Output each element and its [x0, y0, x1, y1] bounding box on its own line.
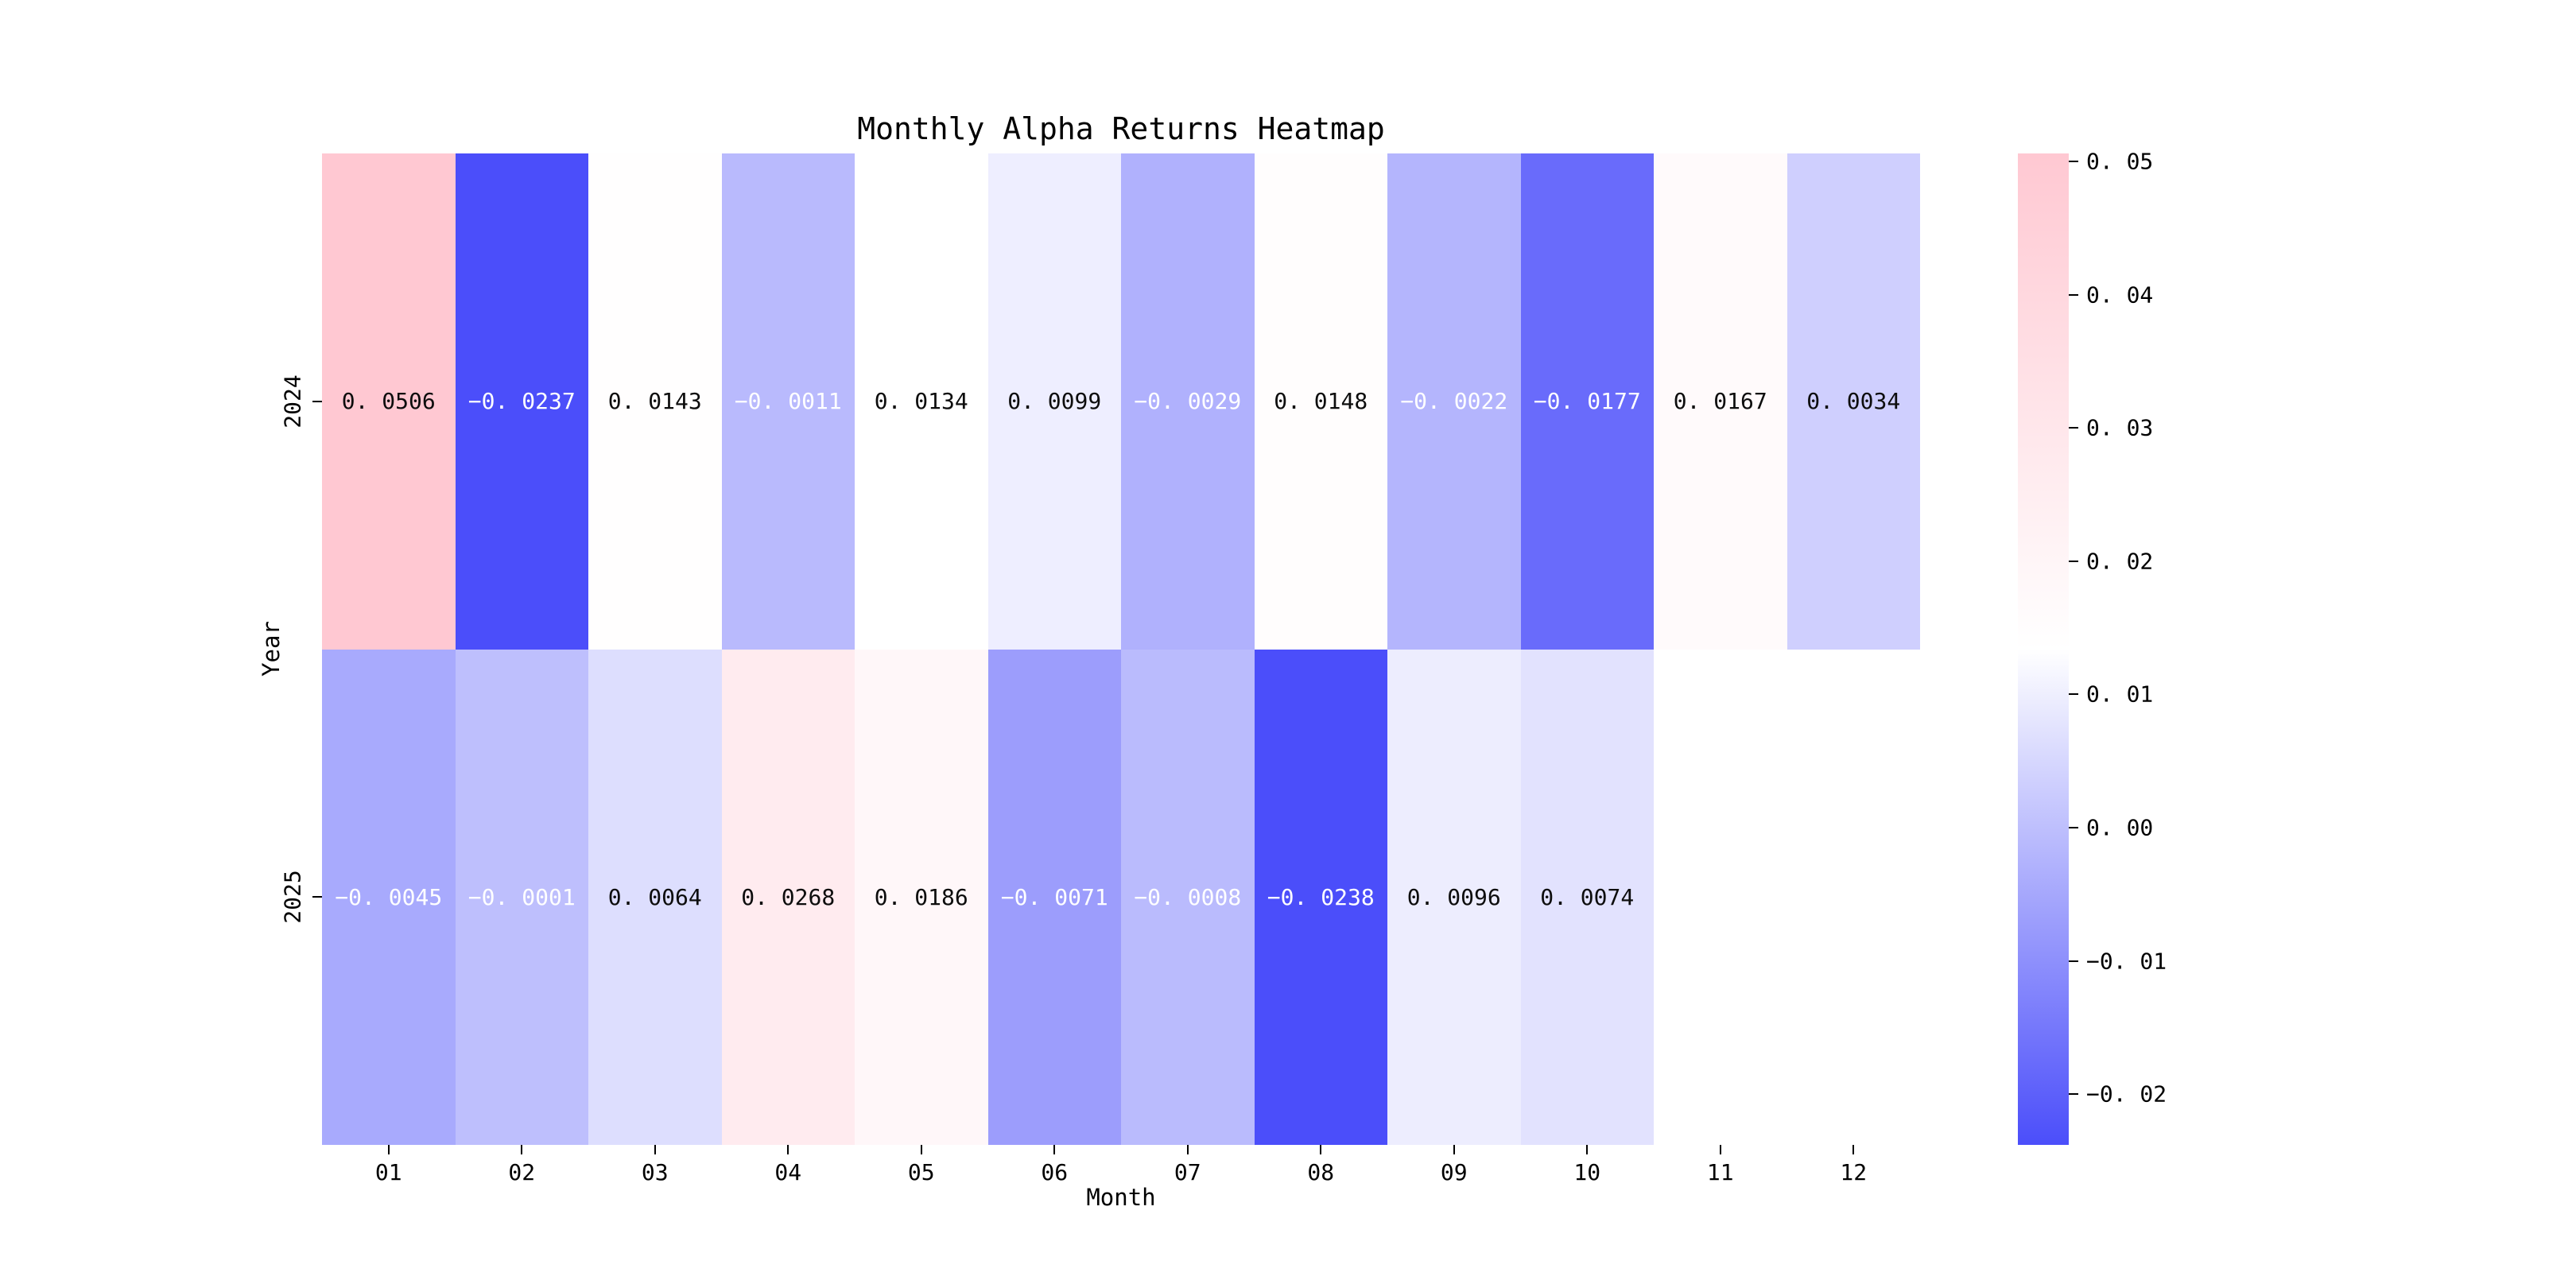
x-tick-mark [1586, 1145, 1589, 1154]
heatmap-cell: −0. 0008 [1121, 649, 1255, 1145]
x-tick-label: 09 [1440, 1159, 1468, 1185]
heatmap-cell: 0. 0167 [1654, 153, 1787, 650]
heatmap-cell: 0. 0096 [1387, 649, 1521, 1145]
y-tick-label: 2025 [279, 870, 306, 924]
heatmap-cell: −0. 0071 [987, 649, 1121, 1145]
heatmap-plot-area: 0. 0506 −0. 0237 0. 0143 −0. 0011 0. 0134 0. … [322, 153, 1920, 1145]
x-tick-label: 03 [641, 1159, 669, 1185]
colorbar-tick-mark [2069, 693, 2078, 696]
heatmap-cell: 0. 0148 [1254, 153, 1387, 650]
colorbar-tick-mark [2069, 161, 2078, 163]
colorbar-tick-label: 0. 03 [2086, 414, 2154, 441]
colorbar-tick-label: 0. 01 [2086, 681, 2154, 708]
x-tick-label: 01 [374, 1159, 402, 1185]
heatmap-cell: −0. 0177 [1520, 153, 1654, 650]
x-tick-label: 02 [508, 1159, 536, 1185]
y-tick-mark [312, 400, 322, 402]
colorbar-tick-label: −0. 02 [2086, 1080, 2167, 1108]
y-tick-mark [312, 896, 322, 898]
x-tick-mark [654, 1145, 656, 1154]
heatmap-cell: −0. 0029 [1121, 153, 1255, 650]
x-tick-mark [1053, 1145, 1056, 1154]
colorbar-tick-mark [2069, 427, 2078, 429]
heatmap-cell [1787, 650, 1921, 1146]
colorbar-tick-mark [2069, 827, 2078, 829]
x-tick-mark [1320, 1145, 1322, 1154]
heatmap-cell: 0. 0506 [322, 153, 456, 650]
x-tick-mark [787, 1145, 789, 1154]
x-tick-label: 11 [1706, 1159, 1734, 1185]
heatmap-cell: 0. 0186 [855, 649, 988, 1145]
heatmap-cell [1654, 650, 1787, 1146]
x-tick-mark [920, 1145, 922, 1154]
colorbar-tick-label: −0. 01 [2086, 948, 2167, 975]
heatmap-cell: 0. 0074 [1520, 649, 1654, 1145]
heatmap-cell: −0. 0011 [721, 153, 855, 650]
heatmap-cell: −0. 0238 [1254, 649, 1387, 1145]
heatmap-cell: 0. 0143 [588, 153, 722, 650]
x-tick-mark [1719, 1145, 1721, 1154]
heatmap-cell: −0. 0045 [322, 649, 456, 1145]
y-tick-label: 2024 [279, 374, 306, 429]
x-tick-mark [387, 1145, 390, 1154]
x-tick-label: 04 [774, 1159, 802, 1185]
x-tick-label: 05 [907, 1159, 935, 1185]
colorbar-gradient [2018, 153, 2069, 1145]
heatmap-cell: 0. 0268 [721, 649, 855, 1145]
heatmap-cell: −0. 0237 [455, 153, 588, 650]
x-tick-mark [521, 1145, 523, 1154]
chart-title: Monthly Alpha Returns Heatmap [857, 111, 1385, 146]
x-axis-label: Month [1086, 1184, 1156, 1211]
x-tick-mark [1186, 1145, 1189, 1154]
heatmap-cell: 0. 0034 [1787, 153, 1920, 650]
x-tick-label: 06 [1041, 1159, 1069, 1185]
colorbar-tick-mark [2069, 293, 2078, 296]
x-tick-label: 10 [1573, 1159, 1601, 1185]
x-tick-mark [1453, 1145, 1455, 1154]
x-tick-label: 07 [1174, 1159, 1201, 1185]
x-tick-label: 12 [1840, 1159, 1868, 1185]
heatmap-cell: −0. 0022 [1387, 153, 1521, 650]
colorbar-tick-mark [2069, 1093, 2078, 1096]
colorbar-tick-label: 0. 05 [2086, 148, 2154, 175]
y-axis-label: Year [258, 621, 285, 677]
heatmap-cell: 0. 0134 [855, 153, 988, 650]
heatmap-cell: −0. 0001 [455, 649, 588, 1145]
colorbar-tick-label: 0. 02 [2086, 548, 2154, 575]
heatmap-cell: 0. 0099 [987, 153, 1121, 650]
colorbar-tick-label: 0. 00 [2086, 814, 2154, 841]
heatmap-cell: 0. 0064 [588, 649, 722, 1145]
colorbar-tick-mark [2069, 560, 2078, 562]
colorbar-tick-mark [2069, 960, 2078, 962]
x-tick-label: 08 [1307, 1159, 1335, 1185]
x-tick-mark [1852, 1145, 1855, 1154]
colorbar-tick-label: 0. 04 [2086, 281, 2154, 308]
